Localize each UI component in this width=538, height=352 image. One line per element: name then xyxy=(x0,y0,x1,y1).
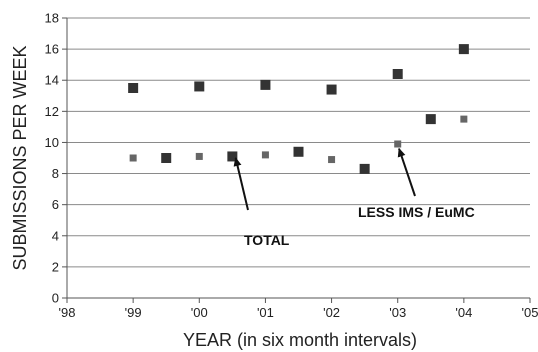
point-total xyxy=(260,79,271,90)
x-tick-label: '99 xyxy=(125,305,142,320)
data-points xyxy=(128,44,469,174)
point-less-ims-eumc xyxy=(129,154,137,162)
axes xyxy=(66,18,530,299)
less-arrow xyxy=(397,147,416,197)
total-arrow xyxy=(233,157,249,211)
x-axis-title: YEAR (in six month intervals) xyxy=(183,330,417,350)
y-tick-label: 10 xyxy=(45,135,59,150)
y-tick-label: 12 xyxy=(45,104,59,119)
point-less-ims-eumc xyxy=(394,140,402,148)
gridlines xyxy=(67,17,530,268)
point-total xyxy=(161,153,172,163)
point-total xyxy=(128,83,139,93)
point-less-ims-eumc xyxy=(261,151,269,159)
x-tick-label: '02 xyxy=(323,305,340,320)
annotation-total: TOTAL xyxy=(244,232,290,248)
point-total xyxy=(194,81,205,92)
point-less-ims-eumc xyxy=(328,156,336,164)
point-less-ims-eumc xyxy=(195,152,203,160)
point-total xyxy=(458,44,469,55)
y-tick-label: 0 xyxy=(52,291,59,306)
y-tick-label: 4 xyxy=(52,228,59,243)
y-axis-title: SUBMISSIONS PER WEEK xyxy=(10,45,30,270)
x-tick-labels: '98 '99 '00 '01 '02 '03 '04 '05 xyxy=(59,298,538,320)
x-tick-label: '00 xyxy=(191,305,208,320)
y-tick-label: 2 xyxy=(52,259,59,274)
point-total xyxy=(293,146,304,157)
annotations: TOTAL LESS IMS / EuMC xyxy=(233,147,475,248)
y-tick-label: 16 xyxy=(45,42,59,57)
y-tick-label: 8 xyxy=(52,166,59,181)
x-tick-label: '04 xyxy=(455,305,472,320)
point-less-ims-eumc xyxy=(460,115,468,123)
point-total xyxy=(392,69,403,79)
y-tick-labels: 0 2 4 6 8 10 12 14 16 18 xyxy=(45,11,67,306)
y-tick-label: 14 xyxy=(45,73,59,88)
point-total xyxy=(425,114,436,125)
point-total xyxy=(326,84,337,95)
x-tick-label: '01 xyxy=(257,305,274,320)
annotation-less-ims-eumc: LESS IMS / EuMC xyxy=(358,204,475,220)
y-tick-label: 6 xyxy=(52,197,59,212)
point-total xyxy=(359,163,370,174)
x-tick-label: '98 xyxy=(59,305,76,320)
point-total xyxy=(227,151,238,162)
y-tick-label: 18 xyxy=(45,11,59,26)
x-tick-label: '03 xyxy=(389,305,406,320)
x-tick-label: '05 xyxy=(522,305,538,320)
